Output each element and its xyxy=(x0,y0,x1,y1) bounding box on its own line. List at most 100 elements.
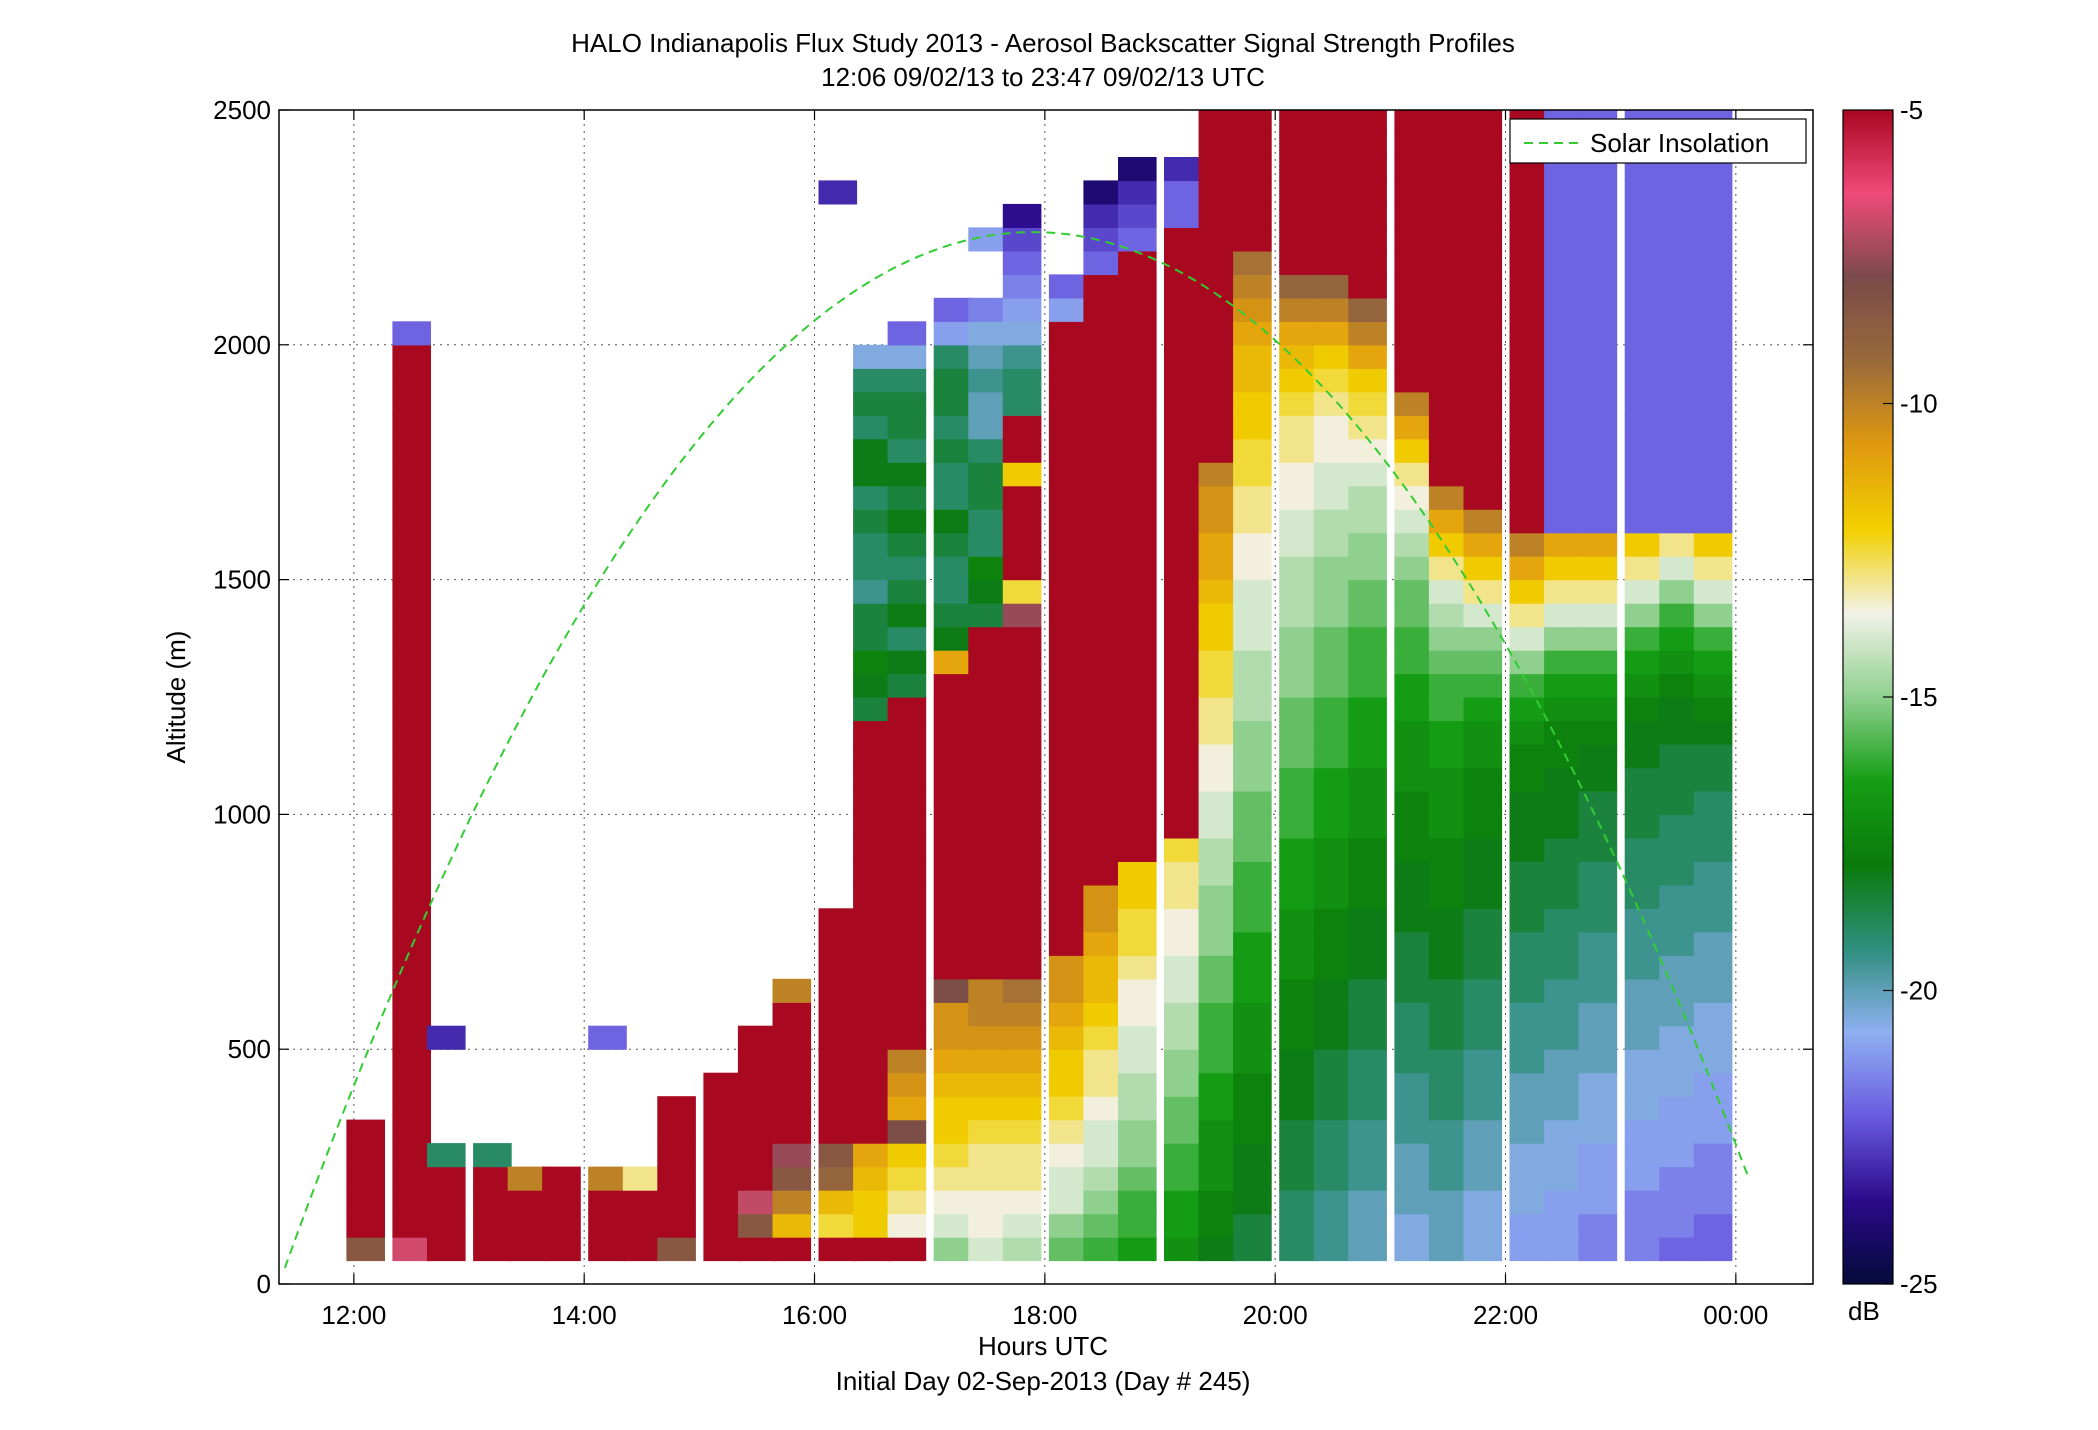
heatmap-cell xyxy=(1509,274,1549,299)
colorbar-tick-label: -10 xyxy=(1900,389,1938,419)
heatmap-cell xyxy=(1279,931,1318,956)
heatmap-cell xyxy=(1394,861,1433,886)
heatmap-cell xyxy=(887,415,927,440)
heatmap-cell xyxy=(933,1213,973,1238)
y-tick-label: 2500 xyxy=(213,95,271,125)
heatmap-cell xyxy=(1279,1119,1318,1144)
heatmap-cell xyxy=(1463,157,1503,182)
heatmap-cell xyxy=(1313,814,1353,839)
heatmap-cell xyxy=(968,1190,1007,1215)
heatmap-cell xyxy=(853,1190,892,1215)
heatmap-cell xyxy=(1428,203,1468,228)
heatmap-cell xyxy=(1118,884,1157,909)
heatmap-cell xyxy=(1164,1190,1203,1215)
heatmap-cell xyxy=(933,1025,973,1050)
heatmap-cell xyxy=(1394,1143,1433,1168)
x-tick-label: 20:00 xyxy=(1243,1300,1308,1330)
heatmap-cell xyxy=(1233,931,1272,956)
heatmap-cell xyxy=(887,1119,927,1144)
heatmap-cell xyxy=(1428,931,1468,956)
heatmap-cell xyxy=(818,1190,858,1215)
heatmap-cell xyxy=(1544,1025,1583,1050)
heatmap-cell xyxy=(1002,1213,1042,1238)
heatmap-cell xyxy=(1348,814,1387,839)
heatmap-cell xyxy=(392,532,431,557)
heatmap-cell xyxy=(1164,344,1203,369)
heatmap-cell xyxy=(657,1190,696,1215)
heatmap-cell xyxy=(853,391,892,416)
heatmap-cell xyxy=(1348,1166,1387,1191)
heatmap-cell xyxy=(1463,509,1503,534)
heatmap-cell xyxy=(1048,1072,1088,1097)
heatmap-cell xyxy=(1578,1213,1618,1238)
heatmap-cell xyxy=(1279,532,1318,557)
heatmap-cell xyxy=(507,1190,547,1215)
heatmap-cell xyxy=(1164,931,1203,956)
heatmap-cell xyxy=(1624,1072,1664,1097)
heatmap-cell xyxy=(1693,180,1733,205)
heatmap-cell xyxy=(1002,227,1042,252)
heatmap-cell xyxy=(1463,344,1503,369)
heatmap-cell xyxy=(1578,1096,1618,1121)
heatmap-cell xyxy=(1118,579,1157,604)
heatmap-cell xyxy=(1659,462,1698,487)
heatmap-cell xyxy=(1164,861,1203,886)
heatmap-cell xyxy=(1048,532,1088,557)
heatmap-cell xyxy=(1083,1119,1122,1144)
heatmap-cell xyxy=(1544,180,1583,205)
heatmap-cell xyxy=(427,1190,466,1215)
heatmap-cell xyxy=(853,744,892,769)
heatmap-cell xyxy=(818,1002,858,1027)
heatmap-cell xyxy=(392,673,431,698)
heatmap-cell xyxy=(1544,485,1583,510)
heatmap-cell xyxy=(1048,790,1088,815)
heatmap-cell xyxy=(1164,650,1203,675)
heatmap-cell xyxy=(887,556,927,581)
heatmap-cell xyxy=(1659,673,1698,698)
heatmap-cell xyxy=(1693,1213,1733,1238)
heatmap-cell xyxy=(968,297,1007,322)
heatmap-cell xyxy=(507,1213,547,1238)
heatmap-cell xyxy=(1624,603,1664,628)
heatmap-cell xyxy=(933,603,973,628)
heatmap-cell xyxy=(1233,767,1272,792)
heatmap-cell xyxy=(1659,509,1698,534)
heatmap-cell xyxy=(1659,767,1698,792)
heatmap-cell xyxy=(933,931,973,956)
heatmap-cell xyxy=(1659,368,1698,393)
heatmap-cell xyxy=(1624,532,1664,557)
heatmap-cell xyxy=(933,650,973,675)
heatmap-cell xyxy=(1313,861,1353,886)
heatmap-cell xyxy=(1578,1190,1618,1215)
heatmap-cell xyxy=(1659,227,1698,252)
heatmap-cell xyxy=(1348,344,1387,369)
heatmap-cell xyxy=(1463,415,1503,440)
heatmap-cell xyxy=(818,1166,858,1191)
heatmap-cell xyxy=(818,1143,858,1168)
heatmap-cell xyxy=(1659,744,1698,769)
x-axis-ticks: 12:00 14:00 16:00 18:00 20:00 22:00 00:00 xyxy=(321,110,1768,1330)
heatmap-cell xyxy=(1624,274,1664,299)
heatmap-cell xyxy=(1348,861,1387,886)
heatmap-cell xyxy=(1083,697,1122,722)
heatmap-cell xyxy=(1083,1143,1122,1168)
heatmap-cell xyxy=(1394,978,1433,1003)
heatmap-cell xyxy=(933,1166,973,1191)
heatmap-cell xyxy=(887,790,927,815)
heatmap-cell xyxy=(1164,180,1203,205)
x-axis-label-secondary: Initial Day 02-Sep-2013 (Day # 245) xyxy=(836,1366,1251,1396)
heatmap-cell xyxy=(1279,1213,1318,1238)
heatmap-cell xyxy=(473,1237,512,1262)
heatmap-cell xyxy=(853,673,892,698)
heatmap-cell xyxy=(968,650,1007,675)
heatmap-cell xyxy=(1463,1166,1503,1191)
heatmap-cell xyxy=(1279,1025,1318,1050)
heatmap-cell xyxy=(1428,1190,1468,1215)
heatmap-cell xyxy=(1348,650,1387,675)
heatmap-cell xyxy=(1002,415,1042,440)
heatmap-cell xyxy=(1233,861,1272,886)
heatmap-cell xyxy=(427,1143,466,1168)
heatmap-cell xyxy=(507,1166,547,1191)
heatmap-cell xyxy=(968,744,1007,769)
heatmap-cell xyxy=(1578,1049,1618,1074)
